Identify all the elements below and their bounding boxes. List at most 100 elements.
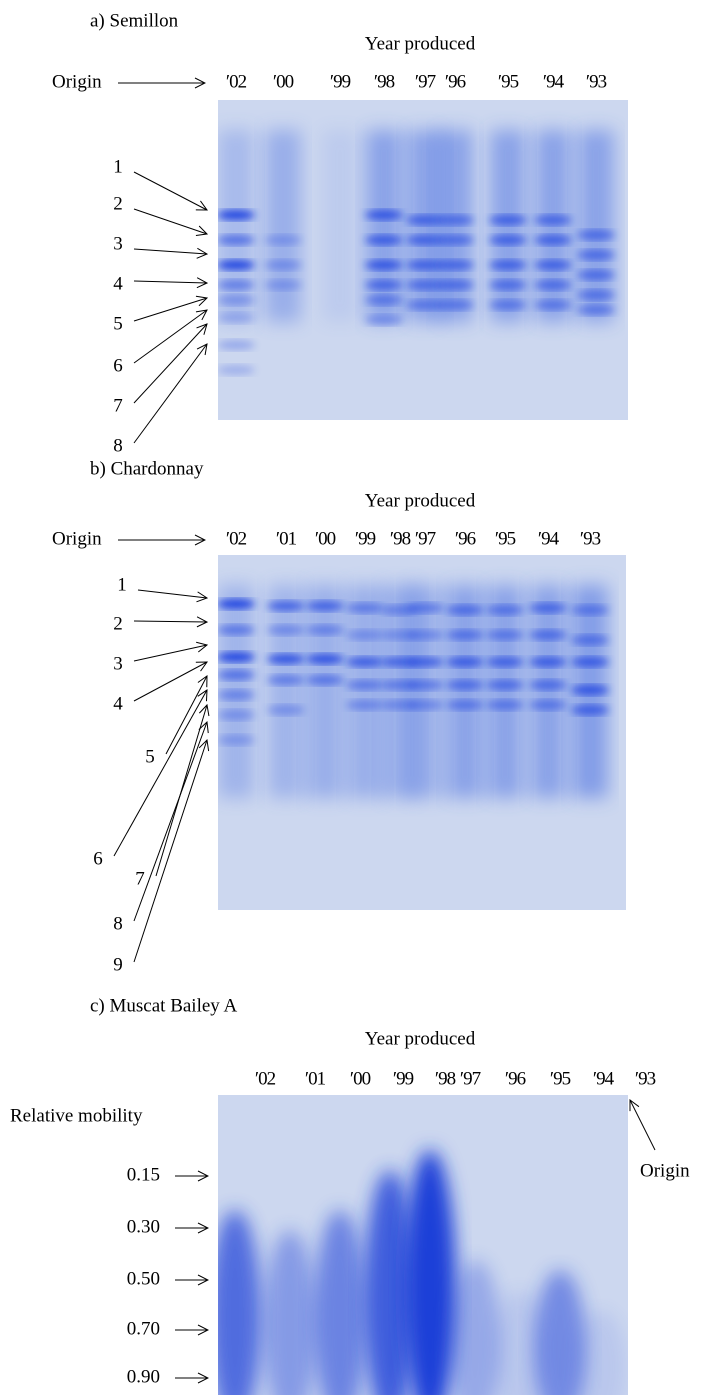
gel-band: [534, 235, 572, 245]
lane-smear: [437, 130, 473, 322]
lane-smear: [218, 1210, 261, 1395]
gel-band: [489, 300, 527, 310]
lane-smear: [404, 1150, 456, 1395]
gel-band: [577, 250, 615, 260]
lane-label: ′97: [415, 71, 436, 92]
band-number: 5: [113, 313, 123, 334]
lane-label: ′93: [635, 1068, 656, 1089]
gel-band: [346, 700, 384, 710]
gel-band: [489, 280, 527, 290]
axis-title: Year produced: [365, 33, 476, 54]
gel-band: [446, 657, 484, 667]
gel-band: [436, 235, 474, 245]
lane-label: ′96: [445, 71, 466, 92]
band-number: 6: [93, 848, 103, 869]
lane-label: ′96: [455, 528, 476, 549]
lane-label: ′97: [415, 528, 436, 549]
band-number: 1: [113, 156, 123, 177]
panel-title: a) Semillon: [90, 10, 179, 31]
lane-label: ′96: [505, 1068, 526, 1089]
gel-band: [346, 603, 384, 613]
gel-band: [365, 235, 403, 245]
lane-label: ′95: [550, 1068, 571, 1089]
arrow: [133, 324, 207, 404]
band-number: 8: [113, 913, 123, 934]
arrow: [133, 281, 207, 283]
arrow: [137, 589, 207, 598]
lane-label: ′94: [593, 1068, 615, 1089]
gel-band: [406, 235, 444, 245]
lane-smear: [487, 585, 523, 798]
axis-title: Year produced: [365, 490, 476, 511]
gel-band: [534, 215, 572, 225]
gel-band: [365, 315, 403, 325]
mobility-label: 0.70: [127, 1318, 160, 1339]
lane-label: ′98: [435, 1068, 456, 1089]
arrow: [133, 208, 207, 234]
lane-smear: [218, 130, 254, 322]
gel-band: [406, 657, 444, 667]
gel-band: [406, 700, 444, 710]
lane-label: ′95: [498, 71, 519, 92]
gel-band: [534, 280, 572, 290]
gel-band: [571, 605, 609, 615]
arrow: [113, 690, 207, 857]
mobility-label: 0.90: [127, 1366, 160, 1387]
gel-band: [218, 735, 255, 745]
lane-smear: [447, 585, 483, 798]
gel-band: [267, 705, 305, 715]
gel-band: [218, 210, 255, 220]
band-number: 8: [113, 435, 123, 456]
gel-band: [486, 680, 524, 690]
gel-band: [486, 630, 524, 640]
lane-label: ′94: [543, 71, 565, 92]
gel-band: [534, 300, 572, 310]
gel-band: [571, 705, 609, 715]
arrow: [133, 171, 207, 210]
gel-band: [406, 215, 444, 225]
gel-band: [489, 235, 527, 245]
arrow: [133, 310, 207, 364]
gel-band: [406, 300, 444, 310]
gel-band: [446, 700, 484, 710]
gel-band: [267, 601, 305, 611]
gel-band: [306, 625, 344, 635]
gel-band: [218, 652, 255, 662]
gel-band: [529, 700, 567, 710]
band-number: 9: [113, 954, 123, 975]
gel-band: [489, 260, 527, 270]
lane-smear: [314, 1210, 366, 1395]
gel-band: [365, 210, 403, 220]
panel-title: c) Muscat Bailey A: [90, 995, 237, 1016]
lane-smear: [364, 1170, 416, 1395]
gel-band: [218, 260, 255, 270]
arrow: [133, 298, 207, 322]
gel-band: [346, 680, 384, 690]
gel-band: [446, 605, 484, 615]
gel-band: [486, 700, 524, 710]
lane-smear: [264, 1230, 316, 1395]
band-number: 6: [113, 355, 123, 376]
lane-label: ′93: [580, 528, 601, 549]
gel-band: [577, 290, 615, 300]
gel-band: [406, 630, 444, 640]
lane-label: ′95: [495, 528, 516, 549]
gel-band: [365, 260, 403, 270]
gel-band: [571, 685, 609, 695]
band-number: 5: [145, 746, 155, 767]
gel-band: [571, 635, 609, 645]
gel-band: [218, 625, 255, 635]
lane-smear: [530, 585, 566, 798]
lane-label: ′97: [460, 1068, 481, 1089]
arrow: [133, 344, 207, 444]
band-number: 2: [113, 613, 123, 634]
arrow: [133, 621, 207, 622]
gel-band: [218, 690, 255, 700]
arrow: [133, 249, 207, 254]
lane-smear: [449, 1260, 501, 1395]
gel-band: [218, 365, 255, 375]
gel-band: [529, 630, 567, 640]
gel-band: [264, 260, 302, 270]
mobility-title: Relative mobility: [10, 1105, 143, 1126]
gel-band: [436, 260, 474, 270]
